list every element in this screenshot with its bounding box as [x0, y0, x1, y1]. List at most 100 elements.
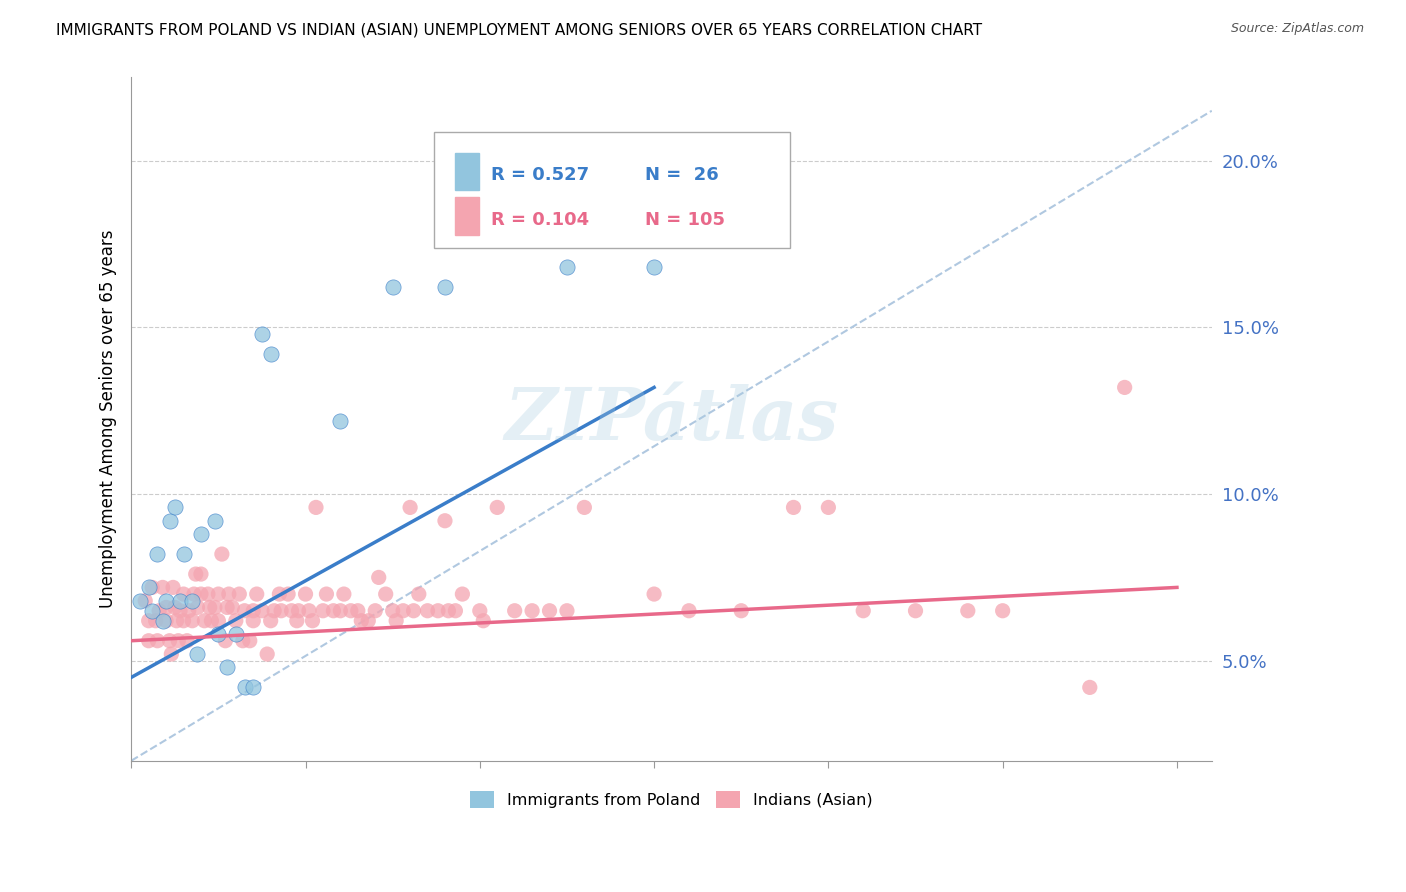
Point: [225, 614, 247, 628]
Point: [374, 587, 396, 601]
Point: [152, 581, 174, 595]
Point: [204, 514, 226, 528]
Point: [399, 500, 422, 515]
Point: [173, 587, 195, 601]
Text: N = 105: N = 105: [644, 211, 724, 228]
Point: [269, 587, 291, 601]
Point: [242, 604, 264, 618]
Point: [333, 587, 356, 601]
Point: [169, 604, 191, 618]
Point: [221, 600, 243, 615]
Point: [155, 593, 177, 607]
Point: [242, 681, 264, 695]
Point: [472, 614, 495, 628]
Point: [138, 581, 160, 595]
Point: [1078, 681, 1101, 695]
Point: [217, 600, 239, 615]
Point: [329, 604, 352, 618]
Point: [159, 514, 181, 528]
Point: [433, 280, 456, 294]
Point: [555, 260, 578, 275]
Point: [184, 567, 207, 582]
Point: [198, 600, 221, 615]
Point: [159, 633, 181, 648]
Point: [207, 614, 229, 628]
Point: [350, 614, 373, 628]
Bar: [456, 153, 479, 190]
Point: [437, 604, 460, 618]
Point: [167, 633, 190, 648]
Point: [730, 604, 752, 618]
Point: [186, 600, 208, 615]
Point: [402, 604, 425, 618]
Point: [503, 604, 526, 618]
Point: [277, 587, 299, 601]
Point: [207, 587, 229, 601]
Y-axis label: Unemployment Among Seniors over 65 years: Unemployment Among Seniors over 65 years: [100, 230, 117, 608]
Text: ZIPátlas: ZIPátlas: [505, 384, 838, 455]
Point: [643, 260, 665, 275]
Point: [141, 604, 163, 618]
Point: [152, 614, 174, 628]
Point: [367, 570, 389, 584]
Point: [468, 604, 491, 618]
Point: [364, 604, 387, 618]
Point: [574, 500, 596, 515]
Point: [146, 547, 169, 561]
Point: [287, 604, 309, 618]
Text: IMMIGRANTS FROM POLAND VS INDIAN (ASIAN) UNEMPLOYMENT AMONG SENIORS OVER 65 YEAR: IMMIGRANTS FROM POLAND VS INDIAN (ASIAN)…: [56, 22, 983, 37]
Point: [322, 604, 344, 618]
Point: [155, 614, 177, 628]
Point: [991, 604, 1014, 618]
Point: [270, 604, 292, 618]
Point: [408, 587, 430, 601]
Point: [294, 587, 316, 601]
Point: [555, 604, 578, 618]
Point: [250, 327, 273, 342]
Point: [315, 587, 337, 601]
Point: [263, 604, 285, 618]
Point: [817, 500, 839, 515]
Point: [138, 614, 160, 628]
Text: Source: ZipAtlas.com: Source: ZipAtlas.com: [1230, 22, 1364, 36]
Point: [242, 614, 264, 628]
Point: [416, 604, 439, 618]
Point: [190, 527, 212, 541]
Point: [246, 587, 269, 601]
Point: [385, 614, 408, 628]
Point: [204, 600, 226, 615]
Text: R = 0.527: R = 0.527: [491, 166, 589, 185]
Point: [138, 633, 160, 648]
Point: [160, 647, 183, 661]
Point: [239, 633, 262, 648]
FancyBboxPatch shape: [434, 132, 790, 248]
Point: [346, 604, 368, 618]
Point: [183, 587, 205, 601]
Point: [643, 587, 665, 601]
Point: [166, 614, 188, 628]
Point: [444, 604, 467, 618]
Point: [146, 633, 169, 648]
Point: [340, 604, 363, 618]
Point: [357, 614, 380, 628]
Point: [181, 614, 204, 628]
Point: [233, 681, 256, 695]
Point: [155, 600, 177, 615]
Point: [163, 500, 186, 515]
Point: [312, 604, 335, 618]
Point: [163, 600, 186, 615]
Point: [148, 604, 170, 618]
Point: [177, 604, 200, 618]
Point: [486, 500, 509, 515]
Point: [218, 587, 240, 601]
Point: [301, 614, 323, 628]
Point: [173, 547, 195, 561]
Point: [1114, 380, 1136, 394]
Point: [427, 604, 450, 618]
Point: [145, 614, 167, 628]
Point: [538, 604, 561, 618]
Point: [305, 500, 328, 515]
Point: [956, 604, 979, 618]
Point: [211, 547, 233, 561]
Point: [260, 614, 283, 628]
